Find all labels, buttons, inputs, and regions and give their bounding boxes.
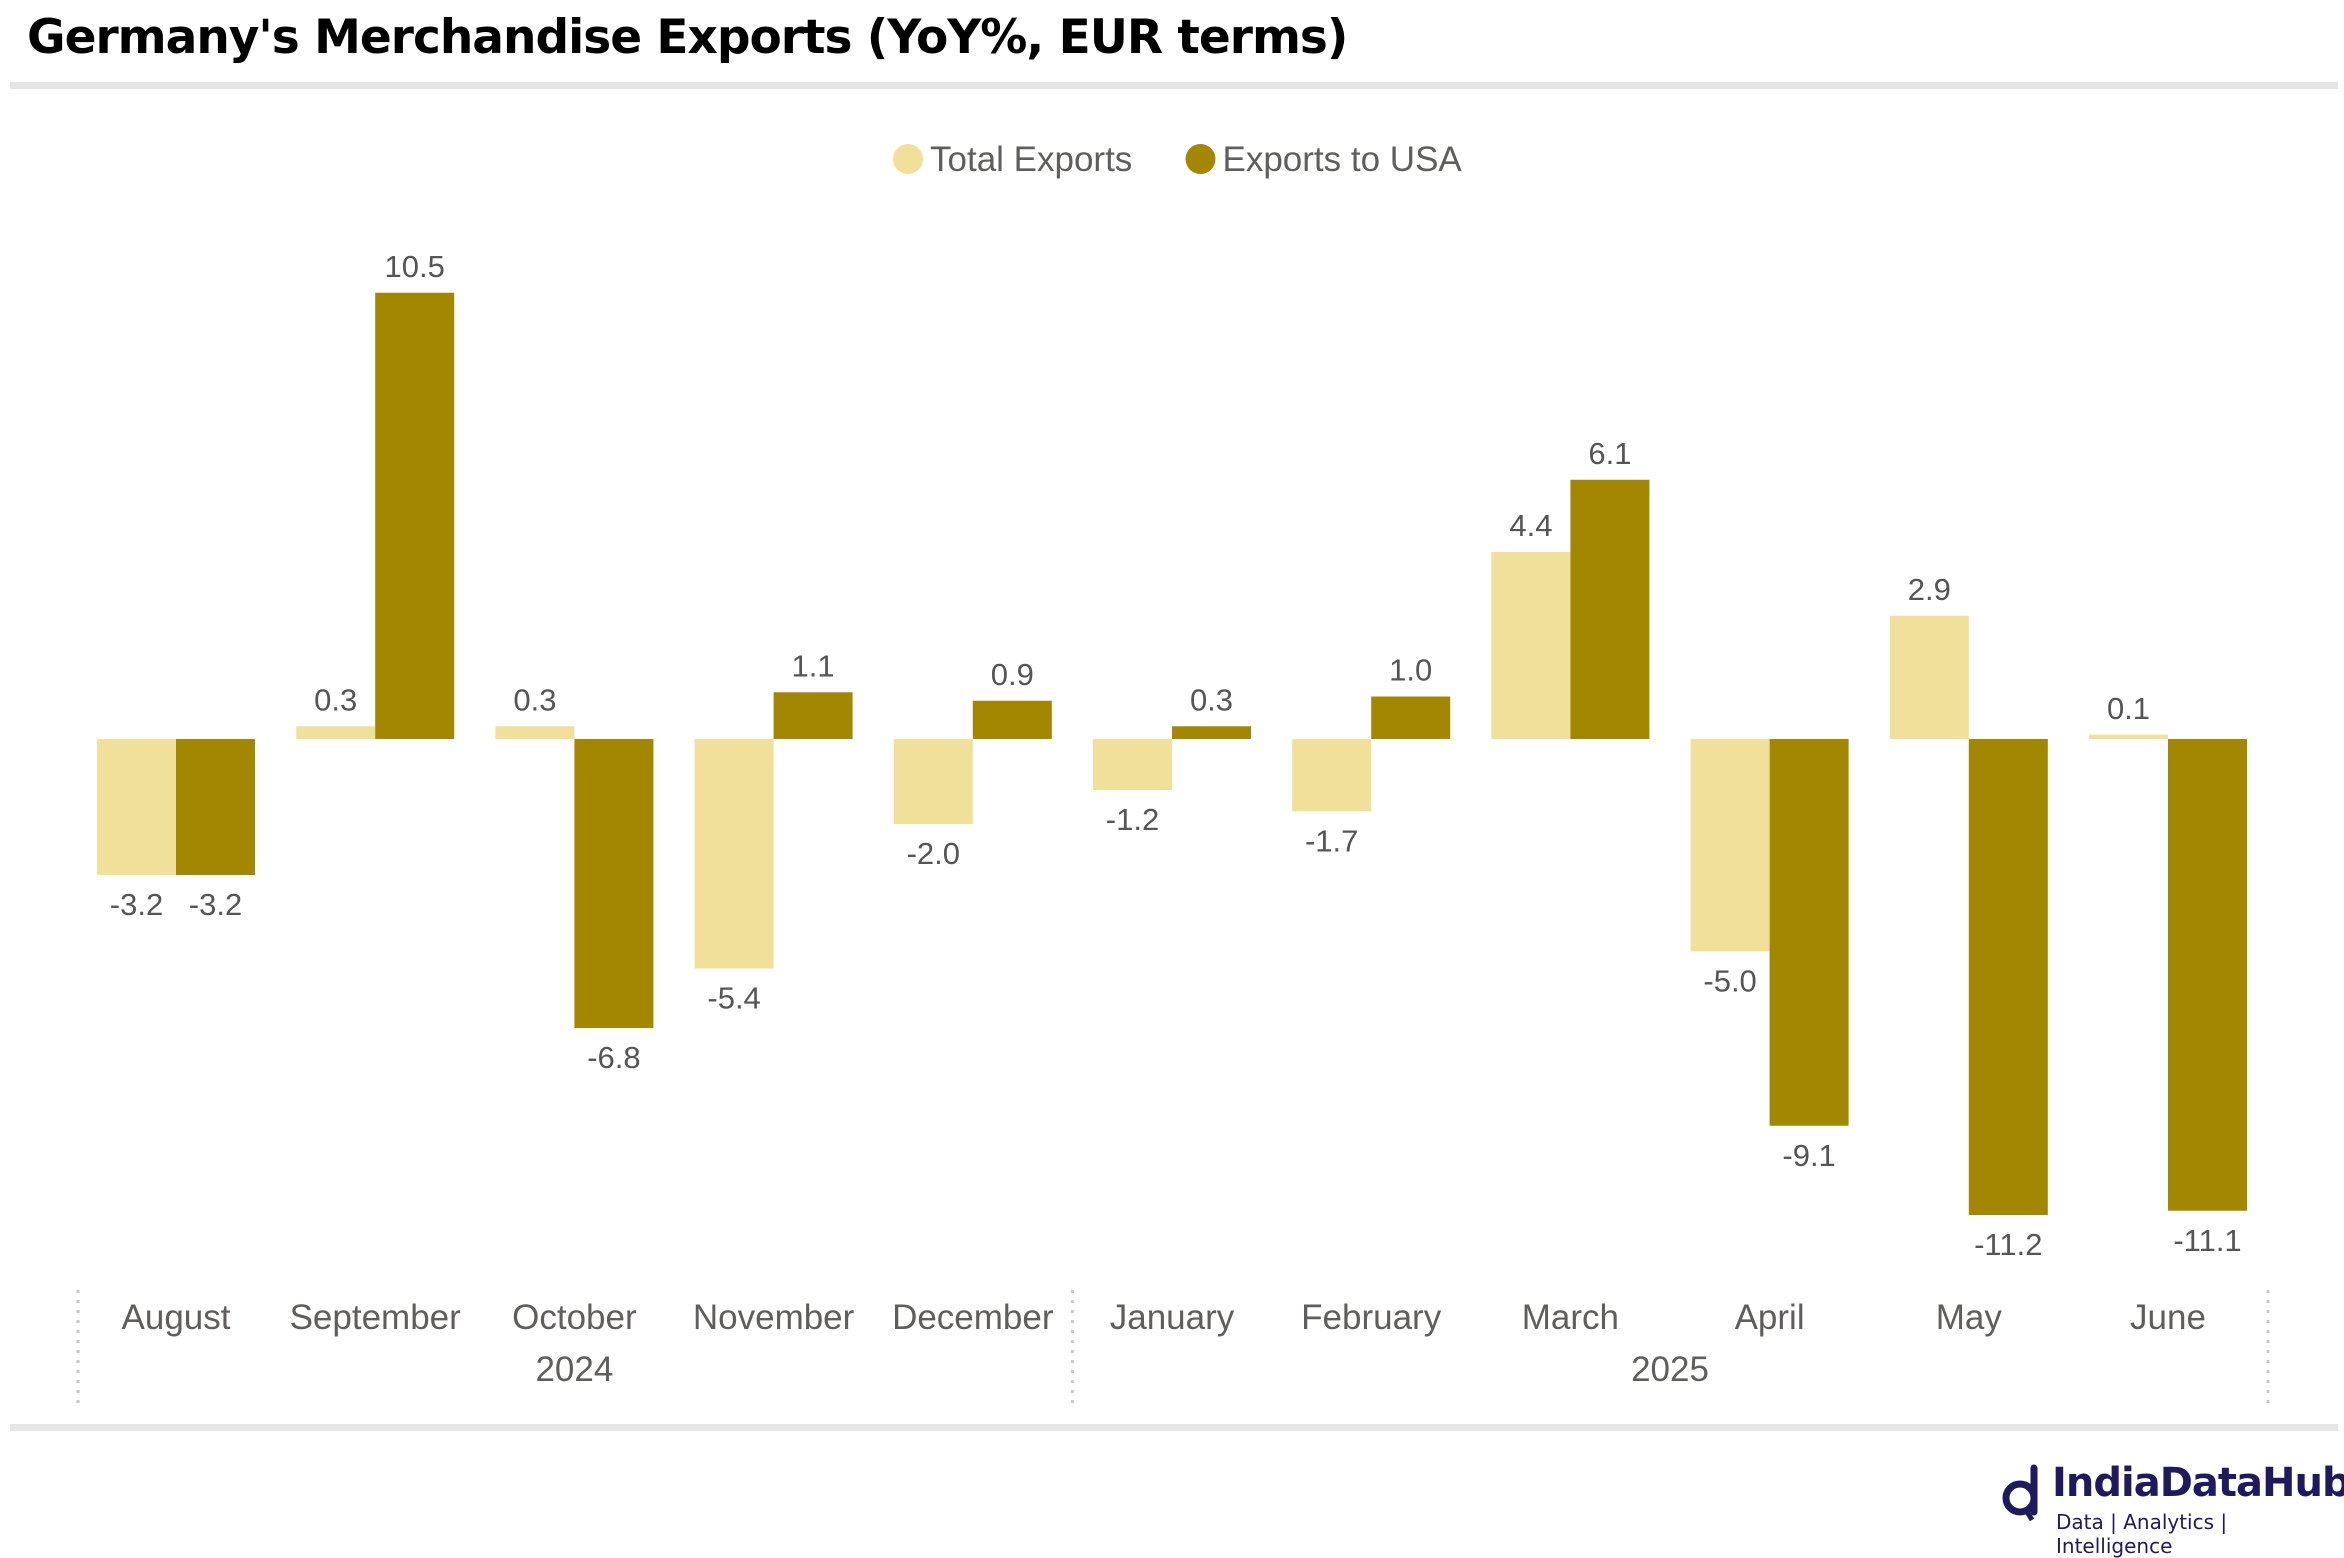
bar-usa-march bbox=[1570, 479, 1650, 739]
data-label: -1.2 bbox=[1106, 802, 1159, 837]
x-tick-label: February bbox=[1301, 1298, 1442, 1337]
bar-total-january bbox=[1093, 739, 1172, 790]
data-label: -11.2 bbox=[1974, 1227, 2042, 1262]
data-label: 4.4 bbox=[1509, 508, 1552, 543]
data-label: -1.7 bbox=[1305, 823, 1358, 858]
bar-usa-august bbox=[176, 739, 255, 875]
chart-title: Germany's Merchandise Exports (YoY%, EUR… bbox=[27, 10, 1348, 65]
data-label: 0.9 bbox=[991, 657, 1034, 692]
bar-total-february bbox=[1292, 739, 1372, 812]
logo-tagline: Data | Analytics | Intelligence bbox=[2056, 1510, 2228, 1558]
logo-d-icon bbox=[2002, 1464, 2038, 1522]
data-label: 0.3 bbox=[1190, 682, 1233, 717]
bar-usa-june bbox=[2168, 739, 2247, 1211]
bar-usa-september bbox=[375, 292, 455, 739]
data-label: -6.8 bbox=[587, 1040, 640, 1075]
bar-total-may bbox=[1889, 615, 1969, 739]
bar-usa-april bbox=[1769, 739, 1849, 1126]
data-label: -2.0 bbox=[907, 836, 960, 871]
x-tick-label: September bbox=[290, 1298, 462, 1337]
data-label: 2.9 bbox=[1908, 572, 1951, 607]
data-label: 1.0 bbox=[1389, 653, 1432, 688]
indiadatahub-logo: IndiaDataHub Data | Analytics | Intellig… bbox=[2000, 1460, 2344, 1558]
data-label: -11.1 bbox=[2173, 1223, 2241, 1258]
data-label: -5.0 bbox=[1703, 964, 1756, 999]
bar-usa-may bbox=[1968, 739, 2048, 1215]
bar-total-august bbox=[97, 739, 176, 875]
bar-usa-february bbox=[1371, 696, 1451, 739]
x-tick-label: March bbox=[1522, 1298, 1619, 1337]
x-tick-label: May bbox=[1936, 1298, 2003, 1337]
bar-usa-october bbox=[574, 739, 654, 1028]
bar-usa-january bbox=[1172, 726, 1251, 739]
data-label: 0.3 bbox=[513, 682, 556, 717]
year-label: 2024 bbox=[535, 1350, 613, 1389]
legend-marker-0 bbox=[893, 144, 923, 174]
data-label: 1.1 bbox=[792, 648, 835, 683]
data-label: 0.3 bbox=[314, 682, 357, 717]
legend-label-1: Exports to USA bbox=[1223, 140, 1463, 179]
bar-total-june bbox=[2089, 734, 2168, 739]
bar-total-october bbox=[495, 726, 575, 739]
data-label: -5.4 bbox=[707, 981, 760, 1016]
x-tick-label: June bbox=[2130, 1298, 2206, 1337]
x-tick-label: November bbox=[693, 1298, 855, 1337]
x-tick-label: August bbox=[122, 1298, 231, 1337]
data-label: 0.1 bbox=[2107, 691, 2150, 726]
title-divider bbox=[10, 82, 2338, 89]
data-label: 10.5 bbox=[385, 249, 445, 284]
logo-brand: IndiaDataHub bbox=[2052, 1460, 2344, 1506]
data-label: -3.2 bbox=[110, 887, 163, 922]
legend-marker-1 bbox=[1185, 144, 1216, 174]
x-tick-label: January bbox=[1110, 1298, 1235, 1337]
x-tick-label: April bbox=[1735, 1298, 1805, 1337]
legend-label-0: Total Exports bbox=[930, 140, 1132, 179]
bar-total-december bbox=[893, 739, 973, 824]
footer-divider bbox=[10, 1424, 2338, 1431]
bar-total-march bbox=[1491, 552, 1571, 739]
bar-total-november bbox=[694, 739, 774, 969]
data-label: 6.1 bbox=[1588, 436, 1631, 471]
bar-total-april bbox=[1690, 739, 1770, 952]
data-label: -3.2 bbox=[189, 887, 242, 922]
bar-total-september bbox=[296, 726, 376, 739]
bar-usa-december bbox=[972, 700, 1052, 739]
bar-usa-november bbox=[773, 692, 853, 739]
data-label: -9.1 bbox=[1782, 1138, 1835, 1173]
x-tick-label: December bbox=[892, 1298, 1054, 1337]
x-tick-label: October bbox=[512, 1298, 637, 1337]
year-label: 2025 bbox=[1631, 1350, 1709, 1389]
